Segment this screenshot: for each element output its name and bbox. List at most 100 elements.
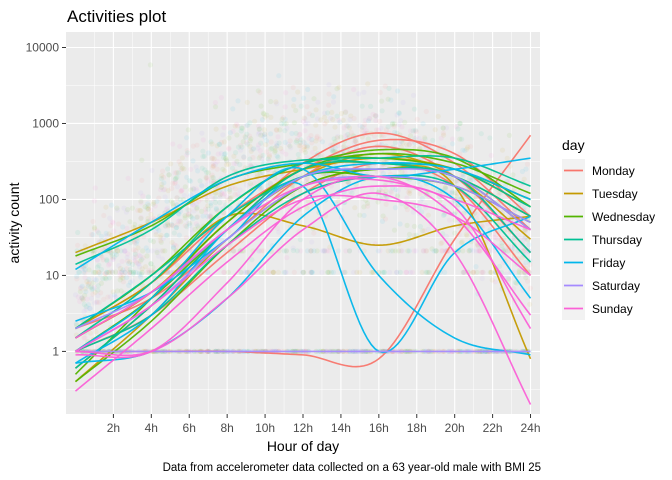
raw-point <box>301 140 307 146</box>
raw-point <box>348 113 354 119</box>
raw-point <box>217 192 223 198</box>
raw-point <box>266 158 272 164</box>
raw-point <box>196 225 202 231</box>
x-tick-label: 18h <box>407 421 427 435</box>
raw-point <box>124 254 130 260</box>
legend-item-wednesday: Wednesday <box>562 205 655 228</box>
raw-point <box>82 335 88 341</box>
raw-point <box>523 275 529 281</box>
raw-point <box>238 128 244 134</box>
x-axis-title: Hour of day <box>267 438 339 454</box>
raw-point <box>138 208 144 214</box>
raw-point <box>191 208 197 214</box>
raw-point <box>214 166 220 172</box>
raw-point <box>423 248 429 254</box>
raw-point <box>82 292 88 298</box>
raw-point <box>424 248 430 254</box>
raw-point <box>524 161 531 167</box>
raw-point <box>402 169 408 175</box>
raw-point <box>383 201 389 207</box>
raw-point <box>138 274 144 280</box>
raw-point <box>165 188 171 194</box>
raw-point <box>107 294 113 300</box>
raw-point <box>287 138 293 144</box>
raw-point <box>132 258 138 264</box>
raw-point <box>173 243 179 249</box>
raw-point <box>207 213 213 219</box>
raw-point <box>200 148 206 154</box>
raw-point <box>365 203 371 209</box>
raw-point <box>457 136 463 142</box>
raw-point <box>88 232 94 238</box>
raw-point <box>90 291 96 297</box>
raw-point <box>171 242 177 248</box>
raw-point <box>212 199 218 206</box>
raw-point <box>222 151 228 157</box>
raw-point <box>133 248 139 254</box>
raw-point <box>311 230 317 236</box>
y-tick-label: 1000 <box>32 116 59 130</box>
raw-point <box>147 62 153 68</box>
raw-point <box>351 269 357 275</box>
raw-point <box>300 269 306 275</box>
raw-point <box>207 214 213 220</box>
raw-point <box>290 245 296 251</box>
raw-point <box>166 172 172 178</box>
raw-point <box>191 202 197 208</box>
legend-label: Saturday <box>592 279 640 293</box>
raw-point <box>466 248 472 254</box>
raw-point <box>463 231 469 237</box>
raw-point <box>220 132 226 138</box>
raw-point <box>414 116 420 122</box>
raw-point <box>101 212 107 219</box>
raw-point <box>424 269 430 275</box>
raw-point <box>104 257 110 263</box>
raw-point <box>375 248 381 254</box>
raw-point <box>221 125 227 131</box>
raw-point <box>274 127 280 133</box>
legend-item-tuesday: Tuesday <box>562 182 638 205</box>
raw-point <box>345 131 351 138</box>
raw-point <box>225 197 231 203</box>
raw-point <box>194 206 200 212</box>
raw-point <box>216 141 222 147</box>
raw-point <box>184 174 190 180</box>
raw-point <box>380 269 386 275</box>
raw-point <box>250 154 256 161</box>
raw-point <box>98 280 104 286</box>
raw-point <box>77 298 83 305</box>
raw-point <box>235 191 241 197</box>
raw-point <box>347 116 353 123</box>
raw-point <box>404 222 410 228</box>
raw-point <box>388 189 394 195</box>
raw-point <box>190 216 196 222</box>
raw-point <box>204 197 210 203</box>
raw-point <box>279 149 285 155</box>
raw-point <box>138 200 144 206</box>
raw-point <box>320 248 326 254</box>
raw-point <box>103 276 109 282</box>
raw-point <box>330 99 337 105</box>
raw-point <box>177 218 183 224</box>
raw-point <box>215 151 221 157</box>
raw-point <box>93 269 99 275</box>
raw-point <box>426 269 433 275</box>
raw-point <box>156 195 162 201</box>
raw-point <box>84 296 90 302</box>
raw-point <box>521 176 527 182</box>
raw-point <box>407 128 414 134</box>
raw-point <box>184 224 190 230</box>
raw-point <box>290 84 296 91</box>
raw-point <box>83 306 89 312</box>
raw-point <box>493 234 499 240</box>
raw-point <box>245 141 251 147</box>
raw-point <box>376 141 382 147</box>
raw-point <box>351 86 357 93</box>
raw-point <box>199 165 205 171</box>
raw-point <box>248 183 254 189</box>
raw-point <box>276 73 282 79</box>
raw-point <box>221 269 227 275</box>
raw-point <box>453 209 459 215</box>
raw-point <box>114 248 121 254</box>
raw-point <box>132 251 138 257</box>
